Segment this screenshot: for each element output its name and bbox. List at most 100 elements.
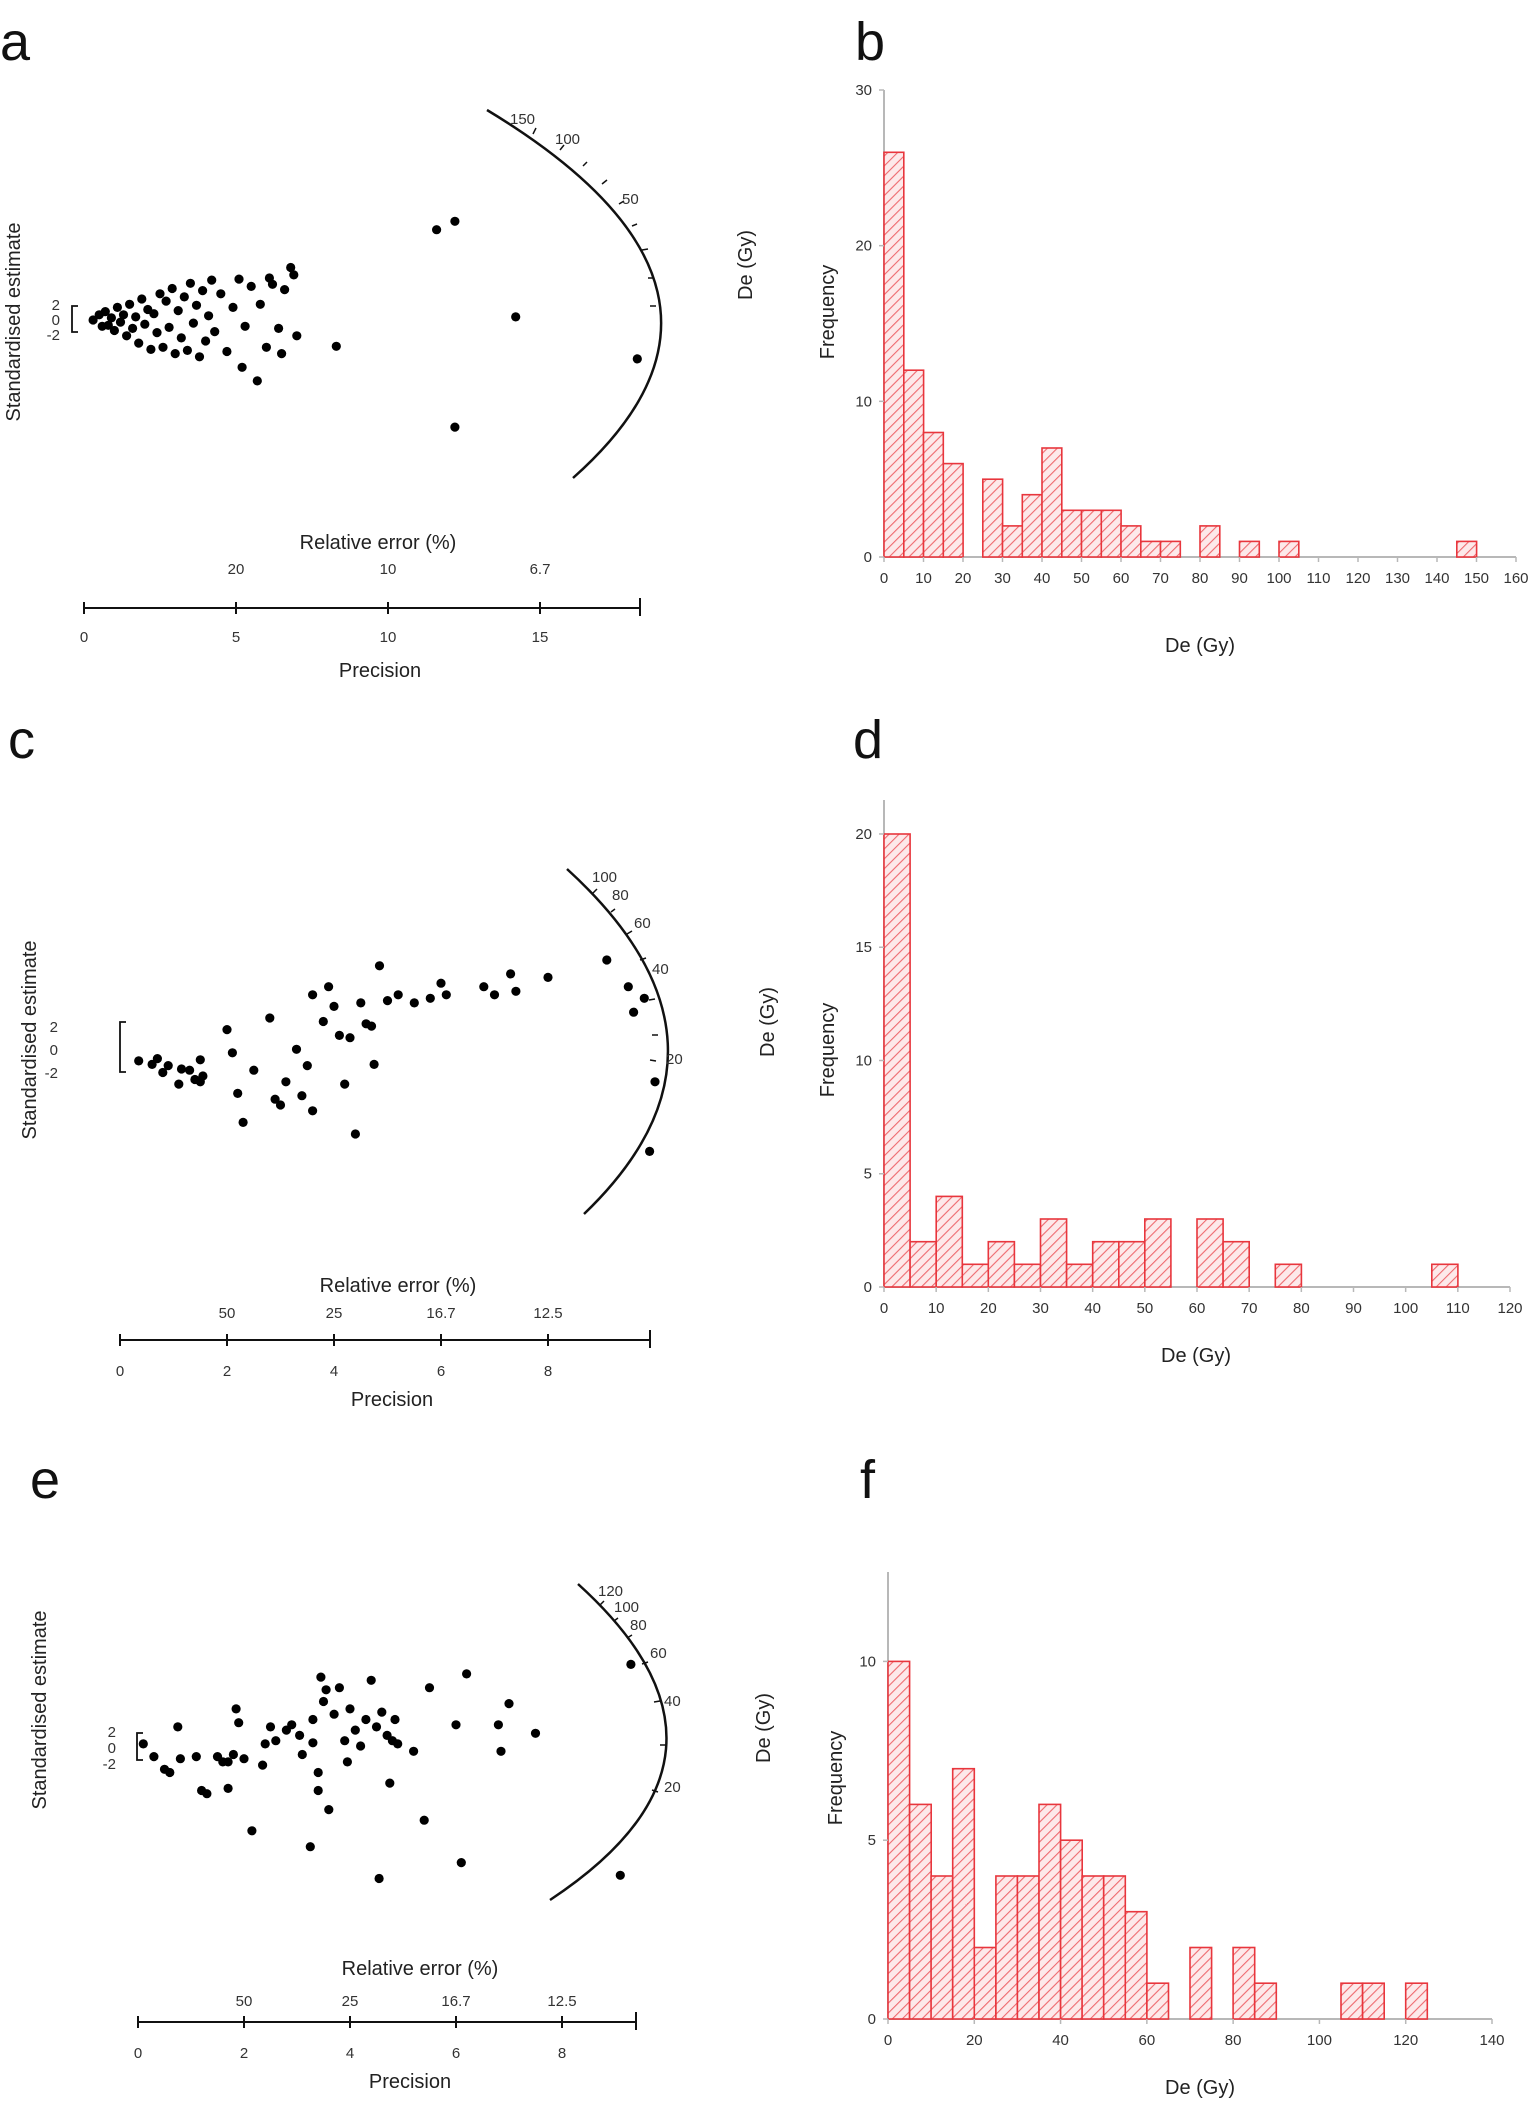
x-tick-b-4: 40: [1034, 570, 1051, 587]
y-tick-d-2: 10: [855, 1052, 872, 1069]
x-tick-b-5: 50: [1073, 570, 1090, 587]
data-point-a-40: [216, 289, 226, 299]
data-point-e-54: [424, 1683, 435, 1693]
arc-ticks-c: [592, 888, 658, 1062]
data-point-c-21: [291, 1044, 302, 1054]
arc-tick-c-1: 80: [612, 887, 629, 904]
hist-bar-d-6: [1039, 1218, 1068, 1288]
data-point-c-49: [602, 955, 612, 965]
hist-bar-d-13: [1274, 1263, 1303, 1288]
arc-tick-e-2: 80: [630, 1617, 647, 1634]
data-point-e-1: [149, 1752, 159, 1762]
x-tick-b-14: 140: [1424, 570, 1449, 587]
points-a: [88, 216, 642, 432]
data-point-a-28: [176, 333, 186, 343]
data-point-e-42: [361, 1714, 371, 1725]
x-tick-b-12: 120: [1345, 570, 1370, 587]
x-tick-b-15: 150: [1464, 570, 1489, 587]
y-band-tick-c-2: -2: [45, 1065, 58, 1082]
data-point-c-27: [324, 982, 334, 992]
arc-label-e: De (Gy): [753, 1693, 775, 1763]
data-point-e-57: [462, 1669, 472, 1679]
data-point-e-35: [329, 1709, 339, 1719]
two-sigma-bracket-e: [136, 1732, 143, 1761]
data-point-c-32: [350, 1129, 360, 1139]
hist-bar-b-10: [1100, 509, 1122, 558]
x-tick-d-10: 100: [1393, 1300, 1418, 1317]
x-tick-d-4: 40: [1084, 1300, 1101, 1317]
hist-bar-b-4: [981, 478, 1004, 558]
data-point-a-16: [140, 319, 150, 329]
hist-bar-f-2: [930, 1875, 954, 2020]
data-point-c-22: [297, 1091, 307, 1101]
data-point-c-47: [511, 986, 521, 996]
histogram-f: Frequency De (Gy) 0 20 40 60 80 100 120 140 0 5 10: [825, 1572, 1505, 2099]
radial-plot-e: Standardised estimate De (Gy) Relative e…: [29, 1583, 775, 2093]
data-point-c-51: [629, 1007, 639, 1017]
top-tick-a-2: 6.7: [530, 561, 551, 578]
data-point-a-39: [210, 327, 220, 337]
points-c: [134, 955, 660, 1156]
data-point-a-34: [194, 352, 205, 362]
hist-bar-d-10: [1144, 1218, 1172, 1288]
two-sigma-bracket-a: [71, 305, 78, 333]
y-band-tick-a-2: -2: [47, 327, 60, 344]
top-axis-label-c: Relative error (%): [320, 1275, 477, 1297]
data-point-a-53: [277, 349, 287, 359]
data-point-c-19: [275, 1100, 286, 1110]
y-tick-b-0: 0: [864, 549, 872, 566]
hist-bar-b-6: [1021, 493, 1043, 558]
x-tick-d-1: 10: [928, 1300, 945, 1317]
data-point-c-35: [366, 1021, 377, 1031]
data-point-e-34: [324, 1805, 334, 1815]
bars-b: [883, 151, 1478, 558]
data-point-a-30: [182, 345, 192, 355]
data-point-a-14: [134, 338, 144, 348]
data-point-a-47: [252, 376, 262, 386]
y-tick-b-1: 10: [855, 393, 872, 410]
data-point-c-11: [198, 1071, 208, 1081]
data-point-a-55: [286, 262, 296, 273]
data-point-a-6: [109, 325, 119, 336]
precision-ticks-a: [83, 602, 541, 614]
data-point-c-40: [409, 998, 419, 1008]
data-point-a-45: [240, 321, 250, 331]
data-point-e-15: [234, 1718, 244, 1728]
panel-label-b: b: [855, 12, 885, 72]
arc-tick-e-3: 60: [650, 1645, 667, 1662]
data-point-c-1: [147, 1059, 157, 1069]
data-point-e-8: [202, 1789, 212, 1799]
radial-plot-a: Standardised estimate De (Gy) Relative e…: [3, 108, 757, 682]
data-point-e-48: [385, 1778, 395, 1788]
x-tick-c-2: 4: [330, 1363, 338, 1380]
hist-bar-b-14: [1199, 525, 1221, 558]
data-point-e-38: [342, 1757, 352, 1767]
data-point-e-61: [530, 1728, 541, 1738]
data-point-e-24: [295, 1730, 305, 1740]
y-band-tick-e-0: 2: [108, 1724, 116, 1741]
data-point-c-46: [506, 969, 516, 979]
data-point-c-37: [374, 961, 385, 971]
data-point-e-12: [223, 1757, 233, 1767]
data-point-c-12: [222, 1025, 232, 1035]
data-point-a-12: [128, 323, 138, 333]
panel-label-a: a: [0, 12, 31, 72]
data-point-c-53: [645, 1146, 655, 1156]
arc-tick-e-5: 20: [664, 1779, 681, 1796]
x-axis-label-b: De (Gy): [1165, 635, 1235, 657]
data-point-a-44: [237, 362, 247, 372]
data-point-a-41: [222, 346, 232, 357]
data-point-e-32: [318, 1696, 329, 1707]
data-point-a-63: [632, 354, 642, 364]
x-tick-a-3: 15: [532, 629, 549, 646]
data-point-e-63: [626, 1659, 636, 1669]
x-axis-label-d: De (Gy): [1161, 1345, 1231, 1367]
data-point-a-54: [280, 285, 290, 295]
data-point-a-22: [158, 342, 168, 352]
y-tick-d-4: 20: [855, 826, 872, 843]
data-point-a-57: [292, 331, 302, 341]
hist-bar-b-7: [1041, 447, 1063, 558]
y-tick-f-0: 0: [868, 2011, 876, 2028]
hist-bar-f-12: [1146, 1982, 1170, 2020]
